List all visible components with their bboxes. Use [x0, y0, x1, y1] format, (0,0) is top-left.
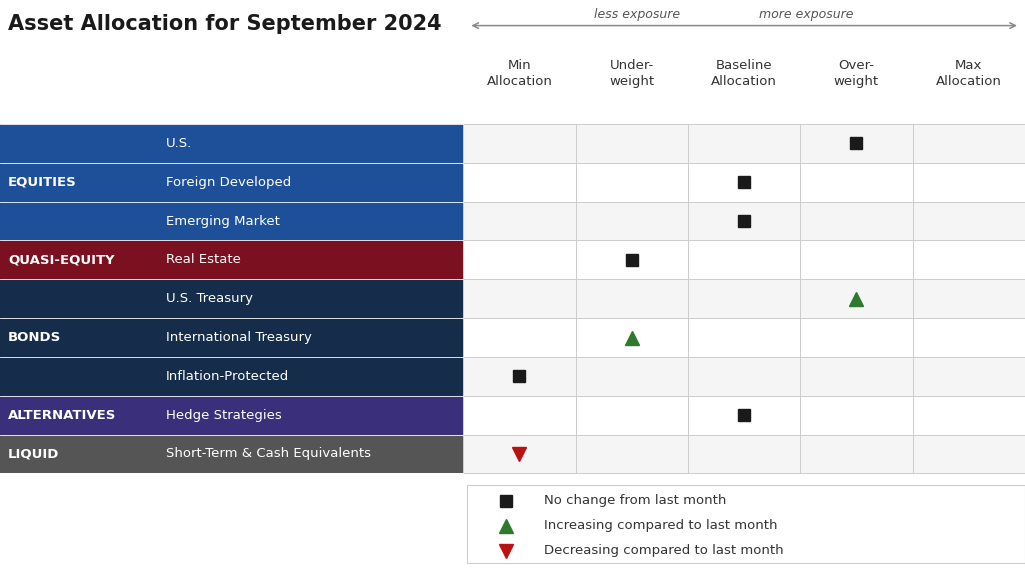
Bar	[0, 435, 463, 473]
Text: Foreign Developed: Foreign Developed	[166, 176, 291, 189]
Text: Min
Allocation: Min Allocation	[487, 60, 552, 88]
Bar	[463, 396, 1025, 435]
Bar	[0, 124, 463, 241]
Bar	[0, 279, 463, 396]
Bar	[463, 318, 1025, 357]
Bar	[463, 201, 1025, 241]
Text: Baseline
Allocation: Baseline Allocation	[711, 60, 777, 88]
Text: Asset Allocation for September 2024: Asset Allocation for September 2024	[8, 14, 442, 34]
Bar	[463, 163, 1025, 201]
Text: QUASI-EQUITY: QUASI-EQUITY	[8, 253, 115, 266]
Text: International Treasury: International Treasury	[166, 331, 312, 344]
Text: ALTERNATIVES: ALTERNATIVES	[8, 409, 117, 422]
Text: more exposure: more exposure	[758, 8, 853, 21]
Text: LIQUID: LIQUID	[8, 447, 59, 460]
Bar	[463, 241, 1025, 279]
Bar	[463, 124, 1025, 163]
Text: No change from last month: No change from last month	[544, 494, 727, 507]
Text: Real Estate: Real Estate	[166, 253, 241, 266]
Bar	[463, 357, 1025, 396]
Text: U.S. Treasury: U.S. Treasury	[166, 292, 253, 305]
Text: Decreasing compared to last month: Decreasing compared to last month	[544, 545, 784, 557]
Bar	[467, 485, 1025, 563]
Text: Inflation-Protected: Inflation-Protected	[166, 370, 289, 383]
Text: U.S.: U.S.	[166, 137, 193, 150]
Text: Under-
weight: Under- weight	[609, 60, 654, 88]
Text: Hedge Strategies: Hedge Strategies	[166, 409, 282, 422]
Text: Over-
weight: Over- weight	[834, 60, 879, 88]
Text: EQUITIES: EQUITIES	[8, 176, 77, 189]
Bar	[0, 396, 463, 435]
Bar	[463, 279, 1025, 318]
Text: Increasing compared to last month: Increasing compared to last month	[544, 519, 778, 532]
Bar	[0, 241, 463, 279]
Text: less exposure: less exposure	[594, 8, 681, 21]
Text: Short-Term & Cash Equivalents: Short-Term & Cash Equivalents	[166, 447, 371, 460]
Text: Emerging Market: Emerging Market	[166, 215, 280, 228]
Text: Max
Allocation: Max Allocation	[936, 60, 1001, 88]
Bar	[463, 435, 1025, 473]
Text: BONDS: BONDS	[8, 331, 62, 344]
